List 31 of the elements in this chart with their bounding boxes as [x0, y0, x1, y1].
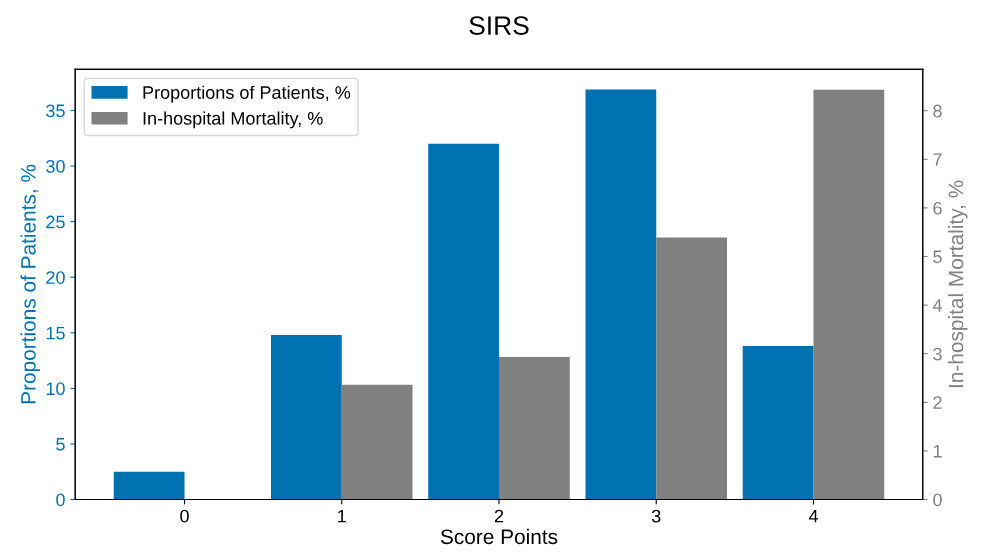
y2-axis-title: In-hospital Mortality, %: [948, 180, 968, 388]
y-tick-label: 30: [46, 160, 65, 173]
y-axis-title: Proportions of Patients, %: [20, 164, 40, 404]
y2-tick-label: 1: [933, 445, 942, 458]
y-tick-label: 15: [46, 326, 65, 340]
y2-tick-label: 4: [932, 299, 942, 312]
x-tick-label: 4: [808, 509, 818, 523]
y-tick-label: 5: [56, 438, 65, 451]
y2-tick-label: 7: [933, 153, 942, 166]
y2-tick-label: 5: [933, 250, 942, 264]
x-tick-label: 1: [338, 509, 346, 523]
bar: [428, 143, 499, 500]
x-tick-label: 2: [494, 509, 504, 523]
legend-label: In-hospital Mortality, %: [143, 111, 323, 129]
y-tick-label: 20: [46, 271, 65, 284]
y2-tick-label: 0: [933, 493, 942, 507]
x-tick-label: 0: [180, 509, 189, 523]
y-tick-label: 25: [46, 215, 65, 229]
x-tick-label: 3: [651, 509, 661, 523]
y2-tick-label: 3: [933, 347, 942, 361]
bar: [813, 89, 885, 500]
y2-tick-label: 6: [933, 201, 942, 215]
legend-label: Proportions of Patients, %: [143, 85, 351, 103]
y2-tick-label: 2: [933, 396, 942, 409]
y-tick-label: 35: [46, 104, 65, 118]
x-axis-title: Score Points: [440, 528, 558, 545]
y-tick-label: 10: [46, 382, 65, 396]
y2-tick-label: 8: [933, 104, 942, 118]
y-tick-label: 0: [56, 493, 65, 507]
chart-title: SIRS: [469, 16, 529, 35]
bar: [113, 471, 185, 500]
